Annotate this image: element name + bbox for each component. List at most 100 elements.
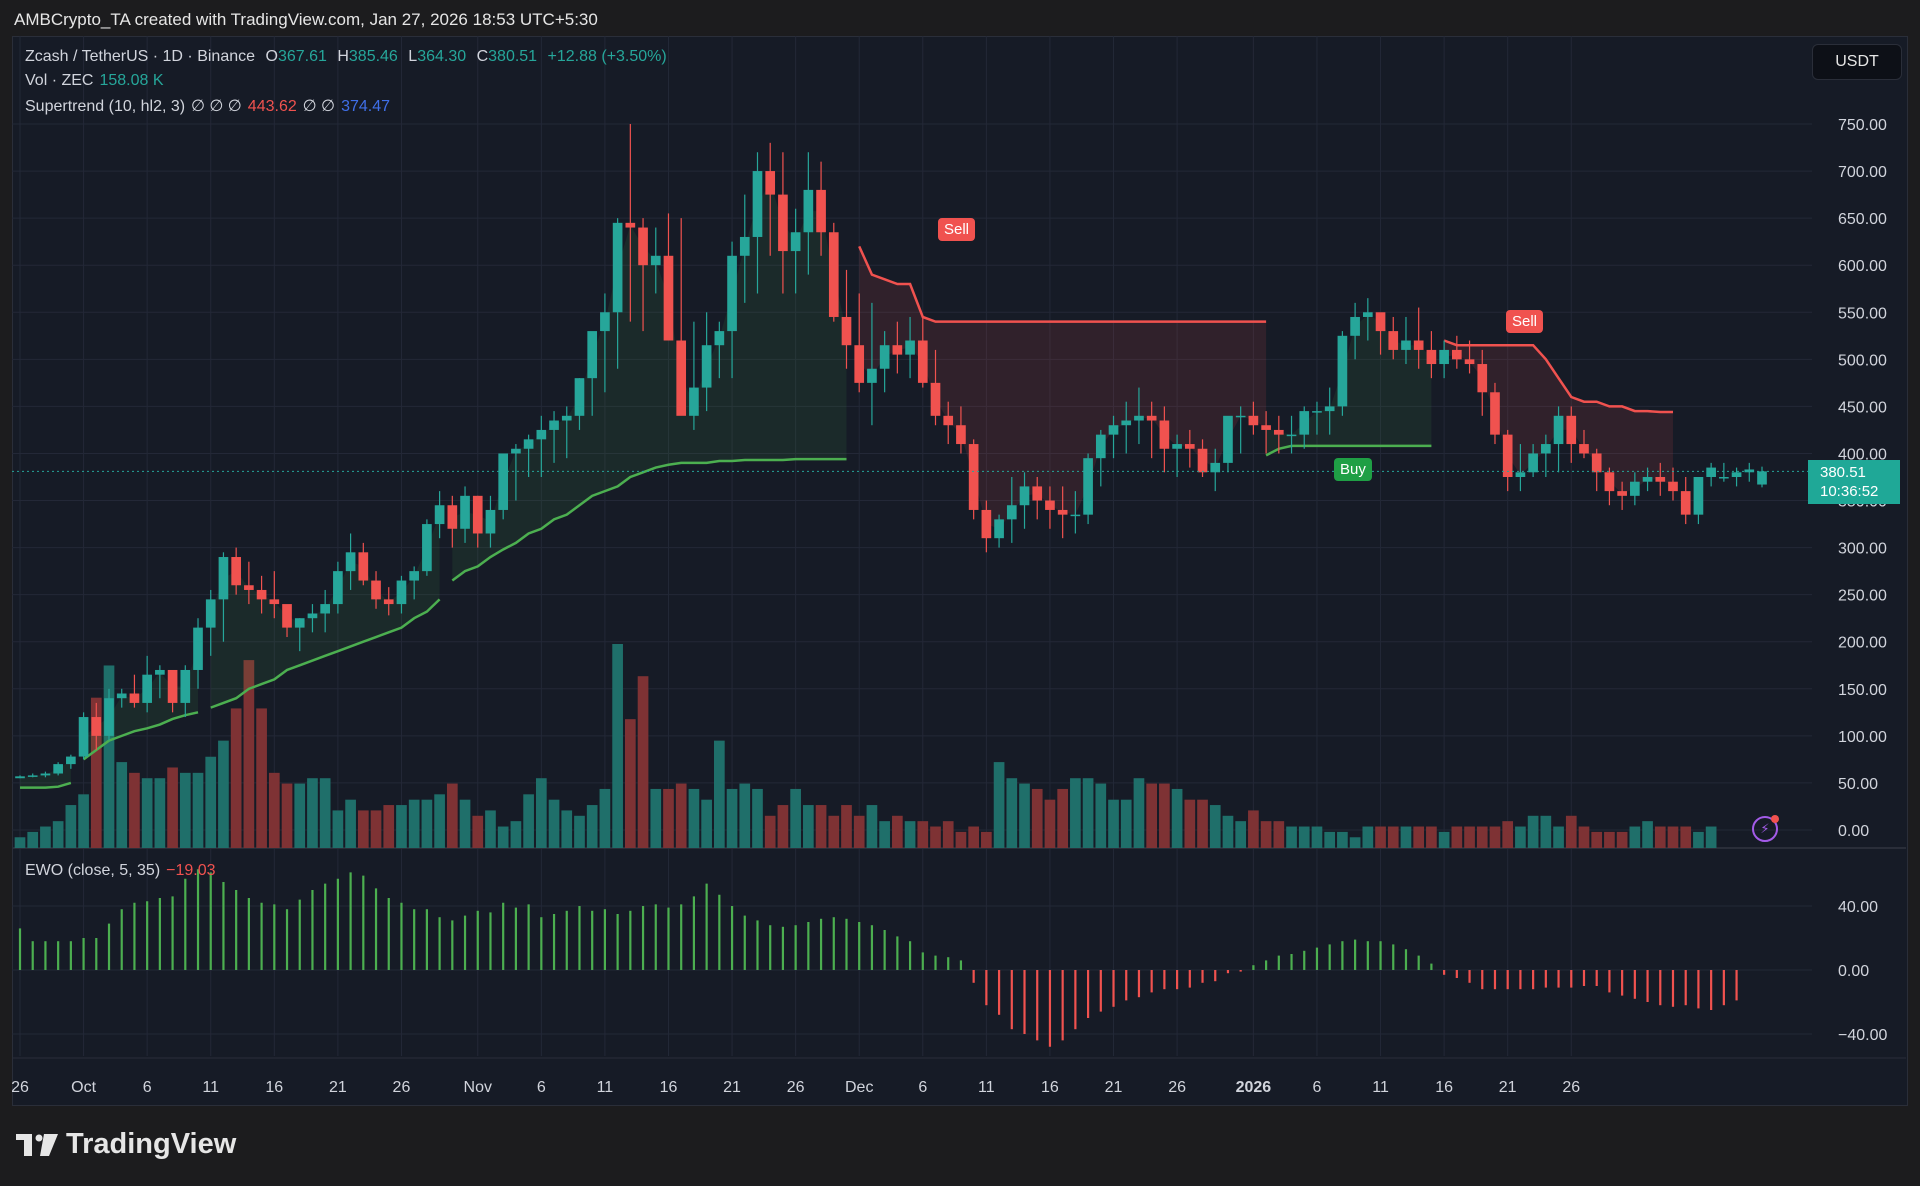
candle-body[interactable] <box>1528 453 1538 473</box>
candle-body[interactable] <box>739 236 750 256</box>
candle-body[interactable] <box>205 599 216 628</box>
candle-body[interactable] <box>269 599 280 605</box>
candle-body[interactable] <box>981 509 992 539</box>
candle-body[interactable] <box>1273 429 1284 435</box>
candle-body[interactable] <box>15 776 25 779</box>
candle-body[interactable] <box>485 509 496 534</box>
alert-icon[interactable]: ⚡ <box>1752 815 1779 842</box>
candle-body[interactable] <box>1477 364 1488 393</box>
candle-body[interactable] <box>816 189 826 233</box>
candle-body[interactable] <box>1299 411 1310 435</box>
candle-body[interactable] <box>701 345 712 388</box>
candle-body[interactable] <box>663 255 674 341</box>
candle-body[interactable] <box>460 495 470 529</box>
candle-body[interactable] <box>1312 411 1322 413</box>
candle-body[interactable] <box>1502 434 1513 477</box>
candle-body[interactable] <box>193 627 203 670</box>
candle-body[interactable] <box>1744 469 1755 473</box>
candle-body[interactable] <box>1680 491 1691 515</box>
candle-body[interactable] <box>1070 514 1081 517</box>
tradingview-logo[interactable]: TradingView <box>16 1128 236 1161</box>
candle-body[interactable] <box>638 227 648 266</box>
symbol-name[interactable]: Zcash / TetherUS · 1D · Binance <box>25 48 256 65</box>
candle-body[interactable] <box>396 580 407 605</box>
candle-body[interactable] <box>1019 486 1030 506</box>
candle-body[interactable] <box>1566 415 1577 445</box>
candle-body[interactable] <box>218 557 229 600</box>
candle-body[interactable] <box>917 340 928 383</box>
candle-body[interactable] <box>1719 477 1729 479</box>
candle-body[interactable] <box>1172 444 1182 449</box>
candle-body[interactable] <box>345 552 356 572</box>
candle-body[interactable] <box>1490 392 1500 435</box>
candle-body[interactable] <box>409 571 420 581</box>
candle-body[interactable] <box>27 775 38 777</box>
candle-body[interactable] <box>116 693 127 699</box>
candle-body[interactable] <box>1286 434 1297 437</box>
candle-body[interactable] <box>1095 434 1106 459</box>
candle-body[interactable] <box>1146 415 1157 421</box>
candle-body[interactable] <box>765 171 776 195</box>
candle-body[interactable] <box>1426 349 1437 365</box>
candle-body[interactable] <box>1121 420 1132 426</box>
candle-body[interactable] <box>1452 349 1462 360</box>
candle-body[interactable] <box>1108 425 1119 435</box>
candle-body[interactable] <box>994 519 1004 539</box>
candle-body[interactable] <box>778 194 788 252</box>
candle-body[interactable] <box>1337 335 1348 407</box>
currency-button[interactable]: USDT <box>1812 44 1902 80</box>
candle-body[interactable] <box>854 345 865 383</box>
candle-body[interactable] <box>320 604 330 614</box>
candle-body[interactable] <box>1362 312 1373 317</box>
candle-body[interactable] <box>892 345 903 355</box>
candle-body[interactable] <box>714 331 725 346</box>
candle-body[interactable] <box>956 425 966 445</box>
candle-body[interactable] <box>803 189 814 233</box>
candle-body[interactable] <box>1757 471 1767 485</box>
candle-body[interactable] <box>1541 444 1551 454</box>
candle-body[interactable] <box>66 756 76 765</box>
candle-body[interactable] <box>1731 472 1742 477</box>
candle-body[interactable] <box>968 444 979 510</box>
candle-body[interactable] <box>180 669 191 703</box>
candle-body[interactable] <box>1235 415 1246 418</box>
candle-body[interactable] <box>1706 467 1716 477</box>
candle-body[interactable] <box>1083 458 1093 515</box>
candle-body[interactable] <box>1375 312 1386 332</box>
candle-body[interactable] <box>536 429 547 440</box>
candle-body[interactable] <box>841 316 852 346</box>
candle-body[interactable] <box>867 368 877 383</box>
ewo-label[interactable]: EWO (close, 5, 35) <box>25 862 161 879</box>
candle-body[interactable] <box>1515 472 1526 477</box>
candle-body[interactable] <box>943 415 954 426</box>
candle-body[interactable] <box>256 589 267 600</box>
candle-body[interactable] <box>244 585 254 590</box>
candle-body[interactable] <box>1057 509 1068 515</box>
candle-body[interactable] <box>523 439 534 449</box>
candle-body[interactable] <box>1223 415 1233 463</box>
candle-body[interactable] <box>1006 505 1017 520</box>
candle-body[interactable] <box>600 312 610 332</box>
candle-body[interactable] <box>91 717 102 736</box>
candle-body[interactable] <box>1210 462 1221 473</box>
candle-body[interactable] <box>78 717 89 757</box>
supertrend-label[interactable]: Supertrend (10, hl2, 3) <box>25 98 186 115</box>
candle-body[interactable] <box>53 764 63 774</box>
candle-body[interactable] <box>1553 415 1564 445</box>
candle-body[interactable] <box>1401 340 1411 350</box>
candle-body[interactable] <box>1388 331 1399 350</box>
candle-body[interactable] <box>1045 500 1055 510</box>
candle-body[interactable] <box>549 420 559 430</box>
candle-body[interactable] <box>282 604 292 628</box>
candle-body[interactable] <box>129 693 140 703</box>
candle-body[interactable] <box>574 378 585 416</box>
candle-body[interactable] <box>1159 420 1170 449</box>
candle-body[interactable] <box>1617 491 1627 496</box>
candle-body[interactable] <box>142 674 152 703</box>
candle-body[interactable] <box>752 171 763 237</box>
candle-body[interactable] <box>1324 406 1335 412</box>
candle-body[interactable] <box>1197 448 1208 473</box>
candle-body[interactable] <box>104 698 114 736</box>
candle-body[interactable] <box>1642 477 1653 482</box>
candle-body[interactable] <box>1439 349 1449 365</box>
